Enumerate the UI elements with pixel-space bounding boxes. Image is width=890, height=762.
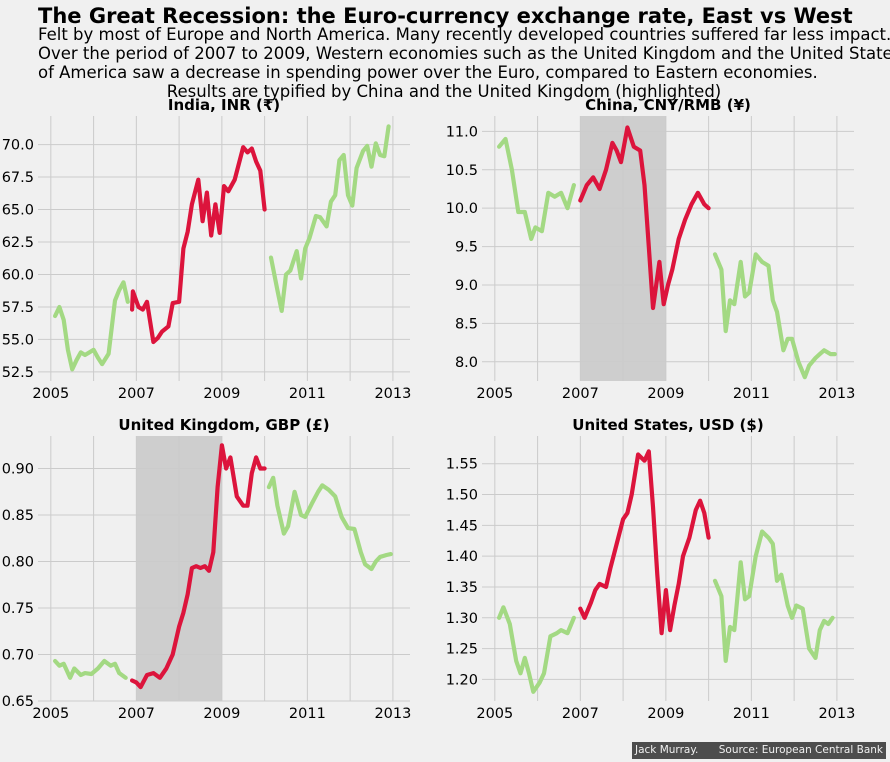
chart-panel-3: United Kingdom, GBP (£) 2005 2007 2009 2011 2… [2,416,412,722]
x-tick-label: 2005 [476,386,513,402]
y-tick-label: 1.40 [446,549,478,565]
normal-series-line [497,136,576,241]
y-tick-label: 1.35 [446,580,478,596]
x-tick-label: 2011 [289,386,326,402]
x-tick-label: 2013 [818,386,855,402]
y-tick-label: 65.0 [2,203,34,219]
x-tick-label: 2009 [203,706,240,722]
chart-title: The Great Recession: the Euro-currency e… [38,4,853,28]
y-tick-label: 1.50 [446,488,478,504]
recession-series-line [578,449,711,636]
x-tick-label: 2007 [118,706,155,722]
x-tick-label: 2009 [203,386,240,402]
normal-series-line [268,124,391,313]
y-tick-label: 55.0 [2,332,34,348]
subtitle-line-3: of America saw a decrease in spending po… [38,63,818,82]
subtitle-line-4: Results are typified by China and the Un… [166,82,722,101]
subtitle-line-2: Over the period of 2007 to 2009, Western… [38,44,890,63]
chart-subtitle: Felt by most of Europe and North America… [38,25,890,101]
panel-title: China, CNY/RMB (¥) [585,96,751,114]
y-tick-label: 0.65 [2,694,34,710]
y-tick-label: 10.0 [446,201,478,217]
y-tick-label: 1.20 [446,672,478,688]
normal-series-line [53,658,128,680]
x-tick-label: 2005 [32,386,69,402]
normal-series-line [712,529,835,663]
x-tick-label: 2009 [647,386,684,402]
panel-title: India, INR (₹) [168,96,280,114]
x-tick-label: 2013 [374,706,411,722]
y-tick-label: 1.55 [446,457,478,473]
y-tick-label: 9.0 [455,278,478,294]
y-tick-label: 52.5 [2,365,34,381]
x-tick-label: 2013 [374,386,411,402]
normal-series-line [712,252,837,380]
x-tick-label: 2007 [562,706,599,722]
y-tick-label: 70.0 [2,138,34,154]
y-tick-label: 0.75 [2,601,34,617]
x-tick-label: 2011 [733,706,770,722]
footer-source: Source: European Central Bank [718,744,883,756]
y-tick-label: 8.5 [455,316,478,332]
y-tick-label: 10.5 [446,163,478,179]
y-tick-label: 0.90 [2,462,34,478]
chart-panel-1: India, INR (₹) 2005 2007 2009 2011 2013 52.5 55… [2,96,412,402]
x-tick-label: 2007 [118,386,155,402]
recession-series-line [578,125,711,311]
chart-panel-4: United States, USD ($) 2005 2007 2009 2011 20… [446,416,856,722]
chart-panel-2: China, CNY/RMB (¥) 2005 2007 2009 2011 2013 8.… [446,96,856,402]
x-tick-label: 2011 [733,386,770,402]
panel-title: United Kingdom, GBP (£) [118,416,329,434]
footer-bar: Jack Murray. Source: European Central Ba… [632,742,886,759]
normal-series-line [497,605,576,694]
y-tick-label: 0.70 [2,648,34,664]
y-tick-label: 1.25 [446,642,478,658]
x-tick-label: 2009 [647,706,684,722]
y-tick-label: 57.5 [2,300,34,316]
y-tick-label: 1.30 [446,611,478,627]
x-tick-label: 2005 [476,706,513,722]
y-tick-label: 0.80 [2,555,34,571]
x-tick-label: 2013 [818,706,855,722]
footer-author: Jack Murray. [635,744,699,756]
y-tick-label: 1.45 [446,518,478,534]
x-tick-label: 2005 [32,706,69,722]
y-tick-label: 67.5 [2,170,34,186]
y-tick-label: 60.0 [2,267,34,283]
y-tick-label: 62.5 [2,235,34,251]
y-tick-label: 8.0 [455,355,478,371]
normal-series-line [53,280,130,372]
recession-series-line [130,443,267,690]
normal-series-line [266,475,393,572]
x-tick-label: 2007 [562,386,599,402]
panel-title: United States, USD ($) [572,416,763,434]
y-tick-label: 0.85 [2,508,34,524]
x-tick-label: 2011 [289,706,326,722]
subtitle-line-1: Felt by most of Europe and North America… [38,25,890,44]
y-tick-label: 9.5 [455,240,478,256]
y-tick-label: 11.0 [446,124,478,140]
recession-series-line [130,145,267,345]
